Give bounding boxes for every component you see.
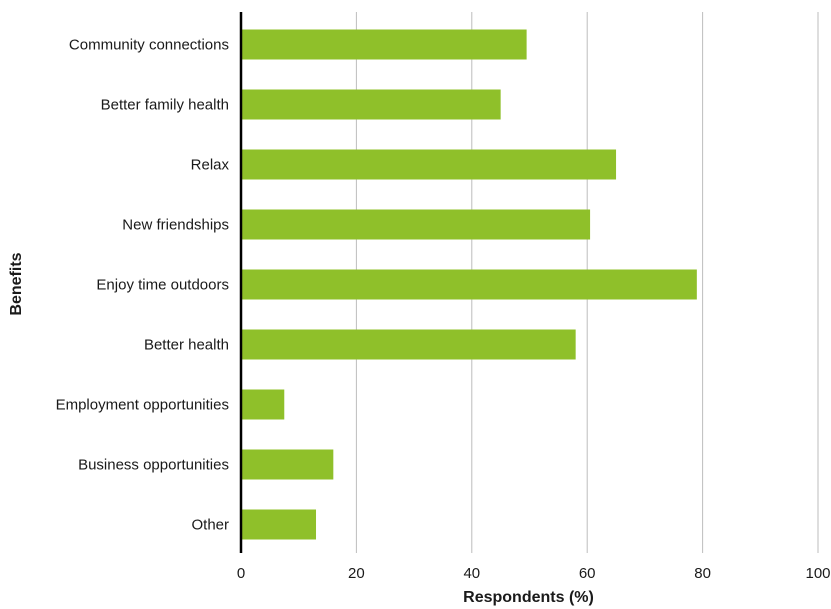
category-label: Relax bbox=[191, 157, 230, 174]
bars bbox=[241, 29, 697, 540]
x-tick-label: 40 bbox=[463, 565, 480, 582]
bar-business-opportunities bbox=[241, 449, 334, 480]
category-labels: Community connections Better family healt… bbox=[56, 37, 230, 534]
category-label: Better family health bbox=[101, 97, 229, 114]
bar-enjoy-time-outdoors bbox=[241, 269, 697, 300]
bar-new-friendships bbox=[241, 209, 591, 240]
x-tick-label: 20 bbox=[348, 565, 365, 582]
bar-relax bbox=[241, 149, 617, 180]
category-label: Business opportunities bbox=[78, 457, 229, 474]
category-label: Enjoy time outdoors bbox=[96, 277, 229, 294]
x-tick-label: 60 bbox=[579, 565, 596, 582]
category-label: Other bbox=[191, 517, 229, 534]
x-tick-labels: 0 20 40 60 80 100 bbox=[237, 565, 831, 582]
y-axis-title: Benefits bbox=[8, 252, 25, 315]
x-tick-label: 100 bbox=[805, 565, 830, 582]
bar-other bbox=[241, 509, 317, 540]
x-tick-label: 80 bbox=[694, 565, 711, 582]
category-label: New friendships bbox=[122, 217, 229, 234]
category-label: Community connections bbox=[69, 37, 229, 54]
bar-employment-opportunities bbox=[241, 389, 285, 420]
bar-community-connections bbox=[241, 29, 527, 60]
bar-better-family-health bbox=[241, 89, 501, 120]
x-axis-title: Respondents (%) bbox=[463, 589, 594, 606]
bar-better-health bbox=[241, 329, 576, 360]
category-label: Better health bbox=[144, 337, 229, 354]
category-label: Employment opportunities bbox=[56, 397, 229, 414]
x-tick-label: 0 bbox=[237, 565, 245, 582]
